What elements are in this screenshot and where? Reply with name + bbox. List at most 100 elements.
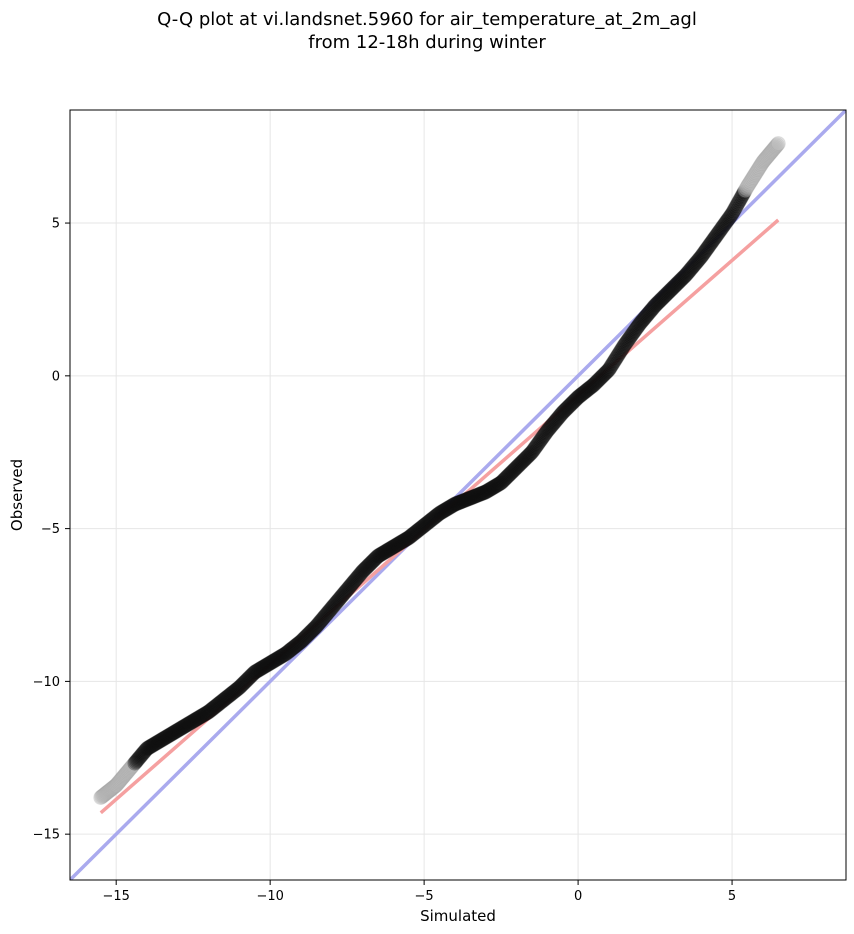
qq-point — [257, 658, 273, 674]
qq-point — [561, 398, 577, 414]
qq-point — [134, 747, 149, 763]
qq-point — [554, 405, 570, 421]
qq-point — [392, 535, 408, 551]
qq-point — [531, 435, 547, 451]
qq-point-tail — [737, 182, 753, 198]
qq-point — [395, 533, 411, 549]
qq-point-tail — [769, 137, 785, 153]
qq-point — [588, 374, 604, 390]
qq-point — [477, 484, 493, 500]
qq-point — [370, 548, 386, 564]
qq-point — [508, 460, 524, 476]
qq-point — [611, 345, 627, 361]
qq-point — [138, 741, 154, 757]
qq-point — [368, 550, 384, 566]
qq-point — [260, 656, 276, 672]
qq-point — [238, 673, 254, 689]
qq-point — [660, 285, 676, 301]
qq-point — [220, 689, 236, 705]
qq-point — [435, 503, 451, 519]
qq-point — [312, 614, 328, 630]
qq-point — [705, 232, 721, 248]
qq-point — [376, 545, 392, 561]
qq-point — [568, 392, 584, 408]
qq-point-tail — [114, 770, 130, 786]
qq-point — [154, 732, 170, 748]
qq-point — [165, 725, 181, 741]
qq-point — [501, 467, 517, 483]
qq-point — [465, 489, 481, 505]
qq-point — [626, 324, 642, 340]
qq-point-tail — [764, 143, 780, 159]
qq-point — [683, 261, 699, 277]
qq-point-tail — [112, 773, 128, 789]
qq-point — [169, 723, 185, 739]
qq-point — [550, 410, 566, 426]
qq-point — [627, 323, 643, 339]
y-tick-label: −15 — [33, 828, 60, 843]
qq-point — [349, 570, 365, 586]
qq-point — [445, 498, 461, 514]
qq-point — [719, 213, 735, 229]
fit-line — [99, 218, 780, 815]
qq-point — [652, 293, 668, 309]
qq-point-tail — [750, 162, 766, 178]
qq-point — [161, 728, 177, 744]
qq-point — [585, 377, 601, 393]
qq-point — [151, 733, 167, 749]
qq-point — [649, 296, 665, 312]
qq-point — [383, 541, 399, 557]
qq-point — [351, 568, 367, 584]
qq-point — [609, 348, 625, 364]
qq-point — [237, 674, 253, 690]
qq-point — [499, 469, 515, 485]
qq-point-tail — [110, 775, 126, 791]
qq-point — [374, 546, 390, 562]
qq-point — [331, 591, 347, 607]
x-tick-label: −15 — [102, 889, 129, 904]
qq-point — [157, 730, 173, 746]
qq-point — [226, 684, 242, 700]
qq-point — [322, 603, 338, 619]
qq-point-tail — [124, 759, 140, 775]
qq-point — [261, 655, 277, 671]
qq-point — [408, 524, 424, 540]
qq-point-tail — [99, 785, 115, 801]
qq-point — [148, 735, 164, 751]
qq-point — [304, 623, 320, 639]
y-tick-label: −10 — [33, 675, 60, 690]
qq-point — [195, 708, 211, 724]
qq-point — [416, 518, 432, 534]
qq-point — [484, 480, 500, 496]
qq-point — [291, 635, 307, 651]
qq-point — [605, 354, 621, 370]
qq-point — [155, 731, 171, 747]
qq-point — [664, 281, 680, 297]
qq-point-tail — [746, 168, 762, 184]
qq-point — [425, 510, 441, 526]
qq-point-tail — [94, 789, 110, 805]
qq-point — [525, 443, 541, 459]
qq-point — [307, 620, 323, 636]
qq-point — [643, 302, 659, 318]
qq-point-tail — [116, 768, 132, 784]
qq-point — [674, 271, 690, 287]
qq-point — [542, 420, 558, 436]
qq-point — [382, 541, 398, 557]
qq-point — [282, 643, 298, 659]
qq-point — [170, 722, 186, 738]
x-tick-label: 5 — [728, 889, 736, 904]
qq-point — [259, 657, 275, 673]
qq-point — [192, 709, 208, 725]
qq-point — [675, 270, 691, 286]
qq-point — [367, 551, 383, 567]
qq-point-tail — [101, 783, 117, 799]
qq-point — [230, 680, 246, 696]
qq-point — [524, 444, 540, 460]
qq-point — [665, 280, 681, 296]
qq-point — [695, 247, 711, 263]
qq-point — [291, 636, 307, 652]
qq-point — [338, 583, 354, 599]
qq-point — [255, 660, 271, 676]
qq-point — [357, 561, 373, 577]
